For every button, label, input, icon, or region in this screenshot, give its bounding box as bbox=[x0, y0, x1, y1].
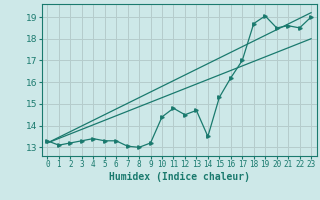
X-axis label: Humidex (Indice chaleur): Humidex (Indice chaleur) bbox=[109, 172, 250, 182]
